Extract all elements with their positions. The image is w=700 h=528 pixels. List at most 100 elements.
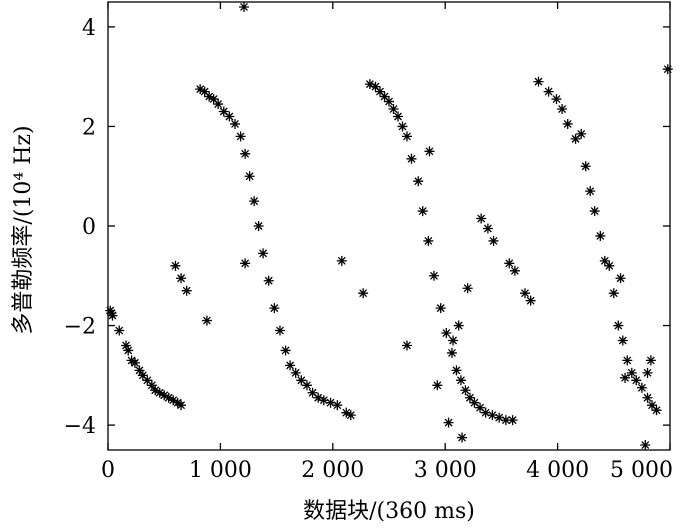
data-point xyxy=(441,328,452,339)
data-point xyxy=(401,131,412,142)
data-point xyxy=(620,372,631,383)
data-point xyxy=(443,417,454,428)
axis-ticks xyxy=(107,2,671,450)
data-point xyxy=(313,392,324,403)
data-point xyxy=(375,86,386,97)
data-point xyxy=(608,288,619,299)
data-point xyxy=(570,133,581,144)
plot-frame xyxy=(107,1,671,451)
data-point xyxy=(290,367,301,378)
data-point xyxy=(428,270,439,281)
data-point xyxy=(585,186,596,197)
data-point xyxy=(274,325,285,336)
y-tick-label: 0 xyxy=(82,215,96,240)
x-tick-label: 0 xyxy=(101,458,115,483)
data-point xyxy=(636,382,647,393)
y-tick-label: −2 xyxy=(64,315,96,340)
data-point xyxy=(154,387,165,398)
data-point xyxy=(341,407,352,418)
data-point xyxy=(134,365,145,376)
data-point xyxy=(253,221,264,231)
data-point xyxy=(622,355,633,366)
data-point xyxy=(589,206,600,217)
data-point xyxy=(460,385,471,396)
data-point xyxy=(239,1,250,12)
data-point xyxy=(332,400,343,411)
data-point xyxy=(401,340,412,351)
data-point xyxy=(204,91,215,102)
data-point xyxy=(129,357,140,368)
data-point xyxy=(642,392,653,403)
data-point xyxy=(423,235,434,246)
data-point xyxy=(199,86,210,97)
data-point xyxy=(120,340,131,351)
data-point xyxy=(240,258,251,269)
y-axis-label: 多普勒频率/(10⁴ Hz) xyxy=(11,125,36,334)
data-point xyxy=(615,273,626,284)
data-point xyxy=(662,64,673,75)
data-point xyxy=(170,260,181,271)
data-point xyxy=(626,367,637,378)
data-point xyxy=(107,310,118,321)
data-point xyxy=(213,99,224,110)
data-point xyxy=(105,305,116,316)
data-point xyxy=(455,375,466,386)
x-tick-labels: 0 1 000 2 000 3 000 4 000 5 000 xyxy=(101,458,673,483)
data-point xyxy=(599,255,610,266)
x-axis-label: 数据块/(360 ms) xyxy=(303,499,475,524)
data-point xyxy=(551,94,562,105)
data-point xyxy=(364,79,375,90)
data-point xyxy=(370,81,381,92)
data-point xyxy=(557,104,568,115)
data-point xyxy=(576,128,587,139)
data-point xyxy=(487,410,498,421)
data-point xyxy=(562,118,573,129)
data-point xyxy=(464,392,475,403)
y-tick-label: 2 xyxy=(82,115,96,140)
data-point xyxy=(494,412,505,423)
x-tick-label: 5 000 xyxy=(610,458,673,483)
y-tick-label: −4 xyxy=(64,414,96,439)
data-point xyxy=(469,397,480,408)
data-point xyxy=(520,288,531,299)
data-point xyxy=(617,335,628,346)
data-point xyxy=(533,76,544,87)
data-point xyxy=(645,355,656,366)
data-point xyxy=(509,265,520,276)
data-point xyxy=(504,258,515,269)
data-point xyxy=(318,395,329,406)
data-point xyxy=(137,370,148,381)
x-tick-label: 2 000 xyxy=(301,458,364,483)
data-point xyxy=(269,303,280,314)
data-point xyxy=(480,407,491,418)
data-point xyxy=(336,255,347,266)
data-point xyxy=(176,273,187,284)
data-point xyxy=(244,171,255,182)
x-tick-label: 1 000 xyxy=(189,458,252,483)
data-point xyxy=(358,288,369,299)
data-point xyxy=(451,365,462,376)
data-point xyxy=(525,295,536,306)
data-point xyxy=(435,303,446,314)
y-tick-label: 4 xyxy=(82,16,96,41)
data-point xyxy=(384,96,394,107)
data-point xyxy=(280,345,291,356)
data-point xyxy=(651,405,662,416)
data-point xyxy=(123,345,134,356)
data-point xyxy=(240,148,251,159)
data-point xyxy=(613,320,624,331)
data-point xyxy=(388,104,399,115)
data-point xyxy=(640,440,651,451)
data-point xyxy=(235,131,246,142)
data-point xyxy=(500,415,511,426)
data-point xyxy=(462,283,473,294)
data-point xyxy=(285,360,296,371)
x-tick-label: 4 000 xyxy=(526,458,589,483)
data-point xyxy=(475,402,486,413)
data-point xyxy=(142,375,153,386)
data-point xyxy=(424,146,435,157)
data-point xyxy=(457,432,468,443)
data-point xyxy=(201,315,212,326)
data-point xyxy=(642,367,653,378)
